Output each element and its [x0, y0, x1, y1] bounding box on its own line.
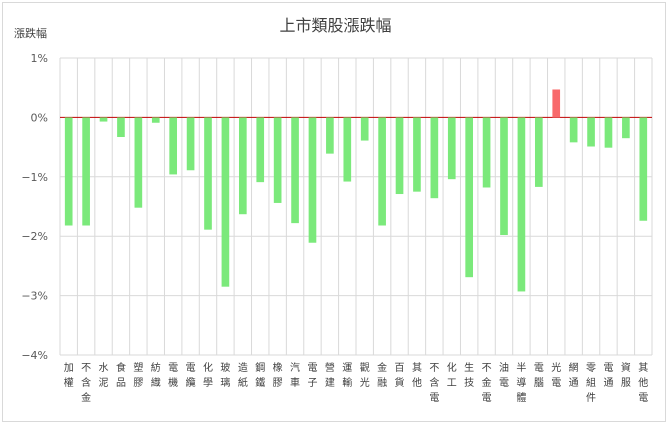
- y-tick-label: −4%: [21, 349, 48, 362]
- x-tick-label: 電機: [168, 362, 178, 389]
- x-tick-label: 營建: [325, 361, 335, 389]
- x-tick-label: 生技: [464, 361, 474, 389]
- x-tick-label: 觀光: [360, 362, 370, 389]
- y-tick-label: −1%: [21, 171, 48, 184]
- x-tick-label: 食品: [116, 361, 126, 389]
- bar: [604, 117, 613, 148]
- y-tick-label: 0%: [31, 111, 48, 124]
- bar: [587, 117, 595, 147]
- x-tick-label: 半導體: [516, 361, 526, 404]
- bar: [500, 117, 508, 236]
- bar: [204, 117, 212, 230]
- bar: [430, 117, 439, 199]
- x-tick-label: 電纜: [186, 362, 196, 389]
- x-tick-label: 紡織: [151, 361, 161, 389]
- bar: [639, 117, 648, 221]
- bar: [256, 117, 265, 183]
- x-tick-label: 運輸: [342, 362, 352, 389]
- x-tick-label: 其他電: [638, 362, 648, 404]
- bar: [186, 117, 195, 171]
- x-tick-label: 其他: [412, 362, 422, 389]
- x-tick-label: 油電: [499, 361, 509, 389]
- x-tick-label: 化工: [447, 361, 457, 389]
- x-tick-label: 百貨: [395, 362, 405, 389]
- chart-title: 上市類股漲跌幅: [279, 16, 392, 35]
- bar: [622, 117, 630, 139]
- bar: [151, 117, 160, 123]
- bar: [360, 117, 369, 141]
- y-tick-labels: 1% 0% −1% −2% −3% −4%: [21, 52, 48, 362]
- x-tick-label: 加權: [64, 362, 74, 389]
- x-tick-label: 資服: [621, 362, 631, 389]
- bar: [291, 117, 299, 224]
- bar: [482, 117, 491, 188]
- x-tick-label: 造紙: [238, 361, 248, 389]
- bar: [569, 117, 578, 143]
- bar: [308, 117, 317, 243]
- bar: [378, 117, 386, 226]
- x-tick-label: 化學: [203, 361, 213, 389]
- bar: [99, 117, 108, 122]
- bar: [273, 117, 282, 203]
- x-tick-label: 水泥: [99, 362, 109, 389]
- x-tick-label: 不金電: [482, 363, 492, 404]
- bars: [64, 89, 648, 292]
- x-tick-label: 零組件: [586, 362, 596, 404]
- x-tick-label: 不含電: [429, 363, 439, 404]
- y-tick-label: −2%: [21, 230, 48, 243]
- bar: [465, 117, 474, 278]
- bar: [534, 117, 543, 187]
- y-axis-label: 漲跌幅: [14, 27, 47, 40]
- x-tick-label: 光電: [551, 361, 561, 389]
- x-tick-label: 電腦: [534, 362, 544, 389]
- x-tick-label: 橡膠: [273, 361, 283, 389]
- bar: [552, 89, 561, 118]
- x-tick-label: 塑膠: [133, 362, 143, 389]
- bar: [169, 117, 178, 175]
- y-tick-label: −3%: [21, 290, 48, 303]
- x-category-labels: 加權不含金水泥食品塑膠紡織電機電纜化學玻璃造紙鋼鐵橡膠汽車電子營建運輸觀光金融百…: [64, 361, 649, 404]
- x-tick-label: 鋼鐵: [255, 361, 265, 389]
- bar: [343, 117, 352, 182]
- x-tick-label: 電通: [603, 362, 613, 389]
- bar: [221, 117, 230, 287]
- bar: [117, 117, 125, 138]
- bar: [447, 117, 456, 180]
- bar: [238, 117, 247, 215]
- y-tick-label: 1%: [31, 52, 48, 65]
- bar: [326, 117, 334, 154]
- bar: [517, 117, 526, 292]
- x-tick-label: 汽車: [290, 361, 300, 389]
- x-tick-label: 電子: [307, 362, 317, 389]
- bar: [64, 117, 73, 226]
- x-tick-label: 網通: [569, 361, 579, 389]
- x-tick-label: 玻璃: [220, 361, 230, 389]
- x-tick-label: 金融: [377, 361, 387, 389]
- grid-lines: [59, 57, 653, 356]
- bar: [82, 117, 90, 226]
- bar: [413, 117, 421, 192]
- bar: [395, 117, 404, 195]
- x-tick-label: 不含金: [81, 363, 91, 404]
- bar: [134, 117, 143, 208]
